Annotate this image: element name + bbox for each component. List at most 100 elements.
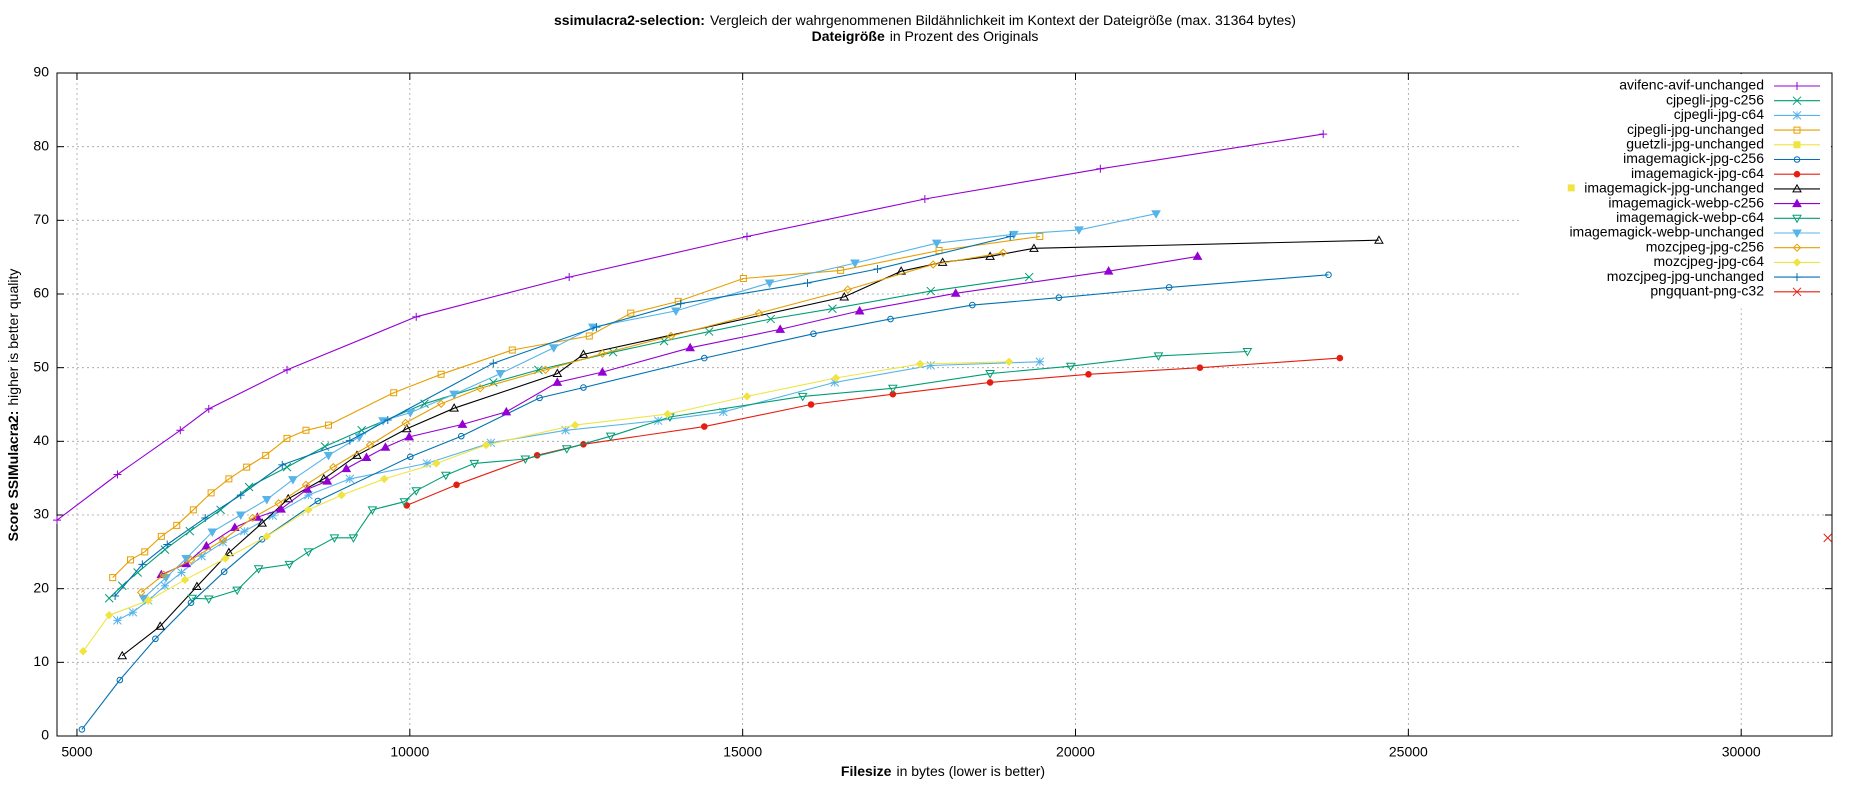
legend-marker bbox=[1792, 96, 1802, 106]
series-line bbox=[117, 361, 1040, 621]
data-point bbox=[1006, 232, 1015, 241]
legend-label: imagemagick-jpg-c256 bbox=[1623, 150, 1764, 166]
data-point bbox=[192, 581, 202, 590]
x2-axis-title: Dateigröße in Prozent des Originals bbox=[812, 28, 1039, 44]
series bbox=[78, 357, 1014, 656]
data-point bbox=[561, 425, 570, 435]
data-point bbox=[501, 406, 512, 416]
data-point bbox=[283, 434, 291, 442]
data-point bbox=[180, 575, 190, 585]
data-point bbox=[282, 365, 291, 374]
data-point bbox=[1055, 294, 1063, 301]
data-point bbox=[828, 304, 837, 314]
x-tick-label: 5000 bbox=[61, 744, 92, 760]
data-point bbox=[520, 455, 531, 465]
data-point bbox=[666, 331, 676, 341]
series-line bbox=[121, 239, 1379, 657]
data-point bbox=[561, 445, 572, 454]
data-point bbox=[810, 330, 817, 338]
data-point bbox=[926, 286, 936, 296]
data-point bbox=[401, 423, 412, 433]
data-point bbox=[160, 581, 170, 591]
data-point bbox=[1151, 210, 1161, 219]
data-point bbox=[365, 440, 375, 450]
data-point bbox=[436, 399, 446, 408]
data-point bbox=[345, 474, 355, 484]
data-point bbox=[157, 532, 165, 540]
data-point bbox=[422, 459, 432, 468]
data-point bbox=[1823, 533, 1833, 543]
data-point bbox=[113, 615, 122, 625]
legend-marker bbox=[1793, 273, 1801, 282]
data-point bbox=[78, 647, 88, 656]
data-point bbox=[663, 409, 672, 419]
data-point bbox=[608, 347, 618, 357]
data-point bbox=[839, 291, 850, 301]
data-point bbox=[318, 473, 329, 483]
legend-marker bbox=[1792, 258, 1802, 267]
series-line bbox=[56, 133, 1324, 521]
data-point bbox=[739, 275, 747, 283]
data-point bbox=[152, 635, 159, 643]
x2-label-bold: Dateigröße bbox=[812, 28, 885, 44]
data-point bbox=[314, 497, 322, 505]
data-point bbox=[928, 260, 938, 269]
data-point bbox=[674, 297, 682, 305]
data-point bbox=[128, 607, 138, 617]
series-line bbox=[81, 274, 1329, 730]
data-point bbox=[1096, 164, 1105, 173]
x-tick-label: 30000 bbox=[1722, 744, 1761, 760]
data-point bbox=[177, 568, 186, 577]
data-point bbox=[887, 384, 898, 394]
data-point bbox=[701, 354, 708, 362]
data-point bbox=[301, 480, 311, 490]
data-point bbox=[367, 506, 378, 515]
legend-label: cjpegli-jpg-unchanged bbox=[1627, 121, 1764, 137]
data-point bbox=[764, 279, 775, 288]
data-point bbox=[345, 436, 354, 445]
data-point bbox=[486, 438, 496, 448]
data-point bbox=[173, 521, 181, 529]
series bbox=[104, 272, 1034, 603]
data-point bbox=[323, 451, 334, 461]
data-point bbox=[138, 560, 147, 569]
y-tick-label: 40 bbox=[33, 432, 49, 448]
y-label-bold: Score SSIMulacra2: bbox=[5, 411, 21, 542]
series-line bbox=[112, 235, 1040, 578]
data-point bbox=[304, 490, 313, 500]
data-point bbox=[754, 308, 764, 318]
data-point bbox=[597, 367, 608, 376]
series bbox=[1823, 533, 1833, 543]
data-point bbox=[775, 324, 786, 333]
data-point bbox=[288, 476, 298, 485]
series bbox=[78, 271, 1332, 733]
data-point bbox=[998, 248, 1008, 257]
legend-label: imagemagick-jpg-c64 bbox=[1631, 165, 1764, 181]
x-label-bold: Filesize bbox=[841, 763, 892, 779]
data-point bbox=[401, 418, 410, 428]
data-point bbox=[225, 475, 233, 483]
data-point bbox=[322, 476, 333, 485]
data-point bbox=[348, 534, 359, 543]
data-point bbox=[887, 315, 894, 323]
legend-marker bbox=[1792, 111, 1802, 120]
legend-label: imagemagick-jpg-unchanged bbox=[1584, 180, 1764, 196]
data-point bbox=[440, 471, 451, 481]
data-point bbox=[236, 491, 245, 500]
data-point bbox=[258, 536, 266, 543]
data-point bbox=[541, 365, 550, 375]
data-point bbox=[1325, 271, 1332, 279]
data-point bbox=[404, 431, 415, 441]
data-point bbox=[390, 389, 398, 397]
data-point bbox=[701, 423, 708, 430]
data-point bbox=[163, 540, 172, 549]
data-point bbox=[1192, 251, 1203, 260]
data-point bbox=[605, 432, 616, 442]
data-point bbox=[399, 498, 410, 507]
legend-marker bbox=[1792, 243, 1802, 252]
series-line bbox=[108, 276, 1030, 599]
data-point bbox=[1196, 364, 1204, 371]
data-point bbox=[126, 556, 134, 564]
data-point bbox=[797, 392, 808, 402]
data-point bbox=[1374, 235, 1384, 244]
